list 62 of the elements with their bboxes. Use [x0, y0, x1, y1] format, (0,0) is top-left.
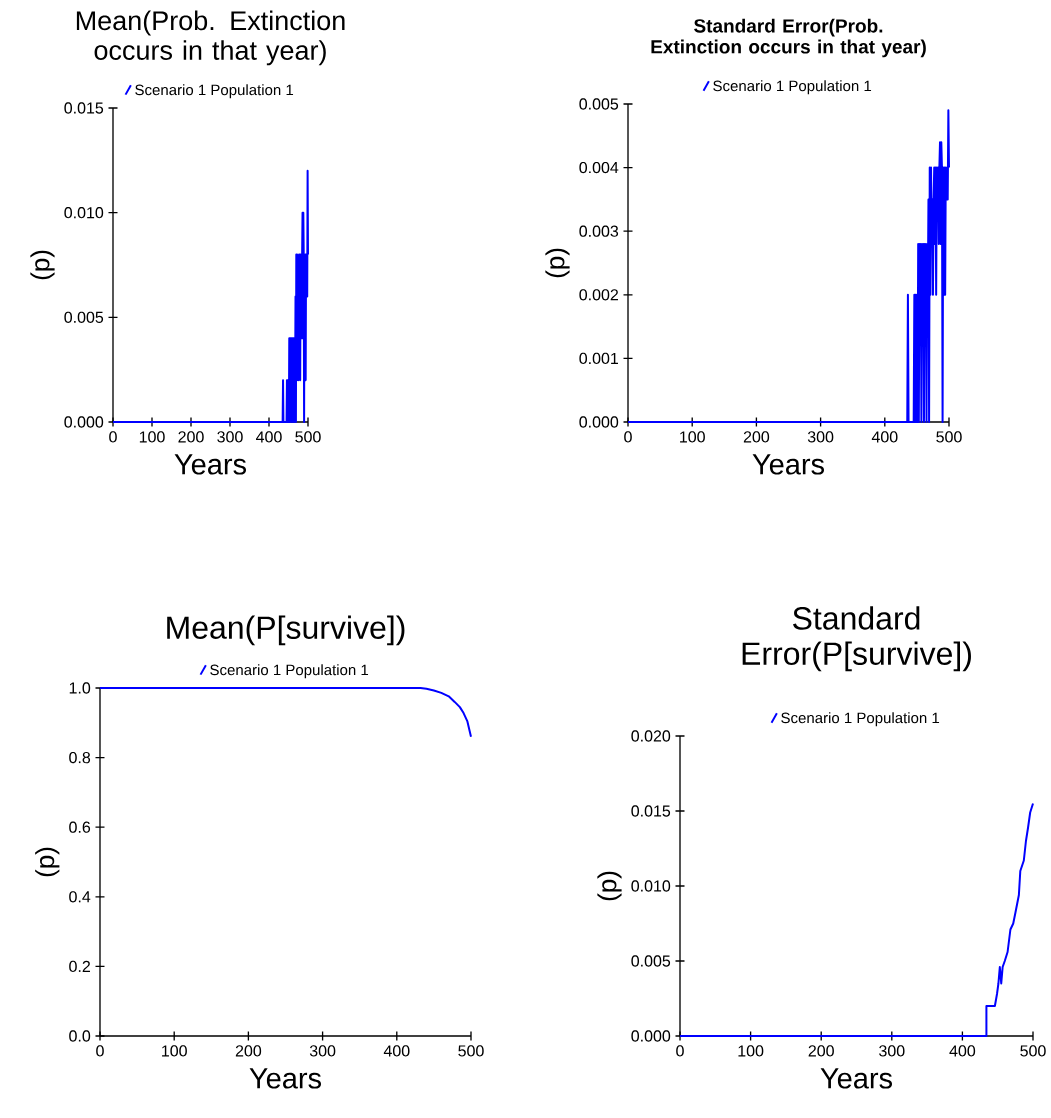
y-axis-title: (p) — [35, 847, 60, 877]
y-tick-label: 0.004 — [579, 161, 619, 174]
y-tick-label: 0.005 — [631, 955, 671, 967]
y-tick-label: 0.020 — [631, 730, 671, 742]
y-tick-label: 1.0 — [69, 682, 91, 694]
y-tick-label: 0.005 — [579, 98, 619, 110]
y-tick-label: 0.000 — [64, 416, 104, 428]
x-tick-label: 500 — [936, 431, 962, 443]
y-tick-label: 0.003 — [579, 225, 619, 237]
x-tick-label: 200 — [743, 431, 770, 443]
line-series — [99, 686, 472, 738]
x-tick-label: 400 — [871, 431, 898, 443]
x-tick-label: 100 — [738, 1045, 764, 1057]
x-tick-label: 200 — [235, 1045, 262, 1057]
x-tick-label: 500 — [458, 1045, 484, 1057]
y-tick-label: 0.4 — [69, 891, 91, 903]
chart-title: Mean(P[survive]) — [167, 615, 405, 646]
y-tick-label: 0.005 — [64, 311, 104, 323]
legend-label: Scenario 1 Population 1 — [210, 664, 369, 679]
y-tick-label: 0.8 — [69, 751, 91, 764]
y-axis-title: (p) — [545, 248, 570, 278]
y-tick-label: 0.2 — [69, 960, 90, 973]
x-tick-label: 500 — [1020, 1045, 1046, 1057]
x-tick-label: 0 — [676, 1045, 684, 1057]
x-axis-title: Years — [752, 454, 825, 475]
x-axis-title: Years — [820, 1068, 893, 1089]
y-tick-label: 0.000 — [579, 416, 619, 428]
x-tick-label: 0 — [624, 431, 632, 443]
legend-label: Scenario 1 Population 1 — [781, 712, 940, 727]
y-tick-label: 0.010 — [631, 880, 671, 892]
x-tick-label: 400 — [383, 1045, 410, 1057]
y-tick-label: 0.001 — [579, 352, 618, 365]
y-tick-label: 0.015 — [64, 102, 104, 114]
x-tick-label: 500 — [295, 431, 321, 443]
x-axis-title: Years — [174, 454, 247, 475]
x-tick-label: 0 — [96, 1045, 104, 1057]
chart-title: Standard Error(P[survive]) — [742, 606, 971, 672]
x-tick-label: 200 — [808, 1045, 834, 1057]
x-tick-label: 300 — [879, 1045, 905, 1057]
y-tick-label: 0.010 — [64, 207, 104, 219]
x-tick-label: 300 — [217, 431, 243, 443]
x-tick-label: 100 — [162, 1045, 187, 1057]
chart-title: Standard Error(Prob. Extinction occurs in that year) — [651, 18, 926, 58]
legend-label: Scenario 1 Population 1 — [135, 84, 294, 99]
y-tick-label: 0.002 — [579, 289, 618, 301]
legend-label: Scenario 1 Population 1 — [713, 80, 872, 95]
x-tick-label: 100 — [139, 431, 165, 443]
chart-title: Mean(Prob. Extinction occurs in that year) — [76, 10, 345, 66]
y-tick-label: 0.000 — [631, 1030, 671, 1042]
y-tick-label: 0.6 — [69, 821, 91, 833]
y-axis-title: (p) — [597, 871, 622, 901]
x-tick-label: 100 — [680, 431, 705, 443]
x-axis-title: Years — [249, 1068, 321, 1089]
x-tick-label: 400 — [949, 1045, 976, 1057]
y-tick-label: 0.0 — [69, 1030, 91, 1042]
x-tick-label: 400 — [256, 431, 282, 443]
x-tick-label: 0 — [109, 431, 117, 443]
x-tick-label: 200 — [178, 431, 204, 443]
x-tick-label: 300 — [309, 1045, 336, 1057]
y-axis-title: (p) — [30, 250, 55, 280]
y-tick-label: 0.015 — [631, 805, 671, 817]
x-tick-label: 300 — [807, 431, 834, 443]
